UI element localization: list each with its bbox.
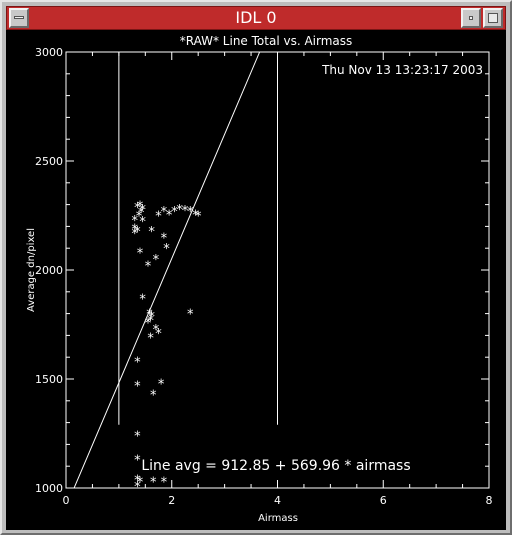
- data-point: *: [145, 316, 152, 331]
- y-tick-label: 1000: [35, 482, 63, 495]
- data-point: *: [137, 247, 144, 262]
- chart-title: *RAW* Line Total vs. Airmass: [180, 34, 353, 48]
- data-points: ****** **** ************ ******** ****** ****…: [131, 200, 202, 495]
- y-tick-labels: 1000 1500 2000 2500 3000: [35, 46, 63, 495]
- data-point: *: [134, 473, 141, 488]
- data-point: *: [166, 208, 173, 223]
- data-point: *: [192, 208, 199, 223]
- window-menu-button[interactable]: [9, 8, 29, 28]
- scatter-plot: *RAW* Line Total vs. Airmass Thu Nov 13 …: [26, 34, 493, 524]
- x-tick-label: 4: [274, 494, 281, 507]
- data-point: *: [155, 327, 162, 342]
- data-point: *: [137, 475, 144, 490]
- data-point: *: [171, 205, 178, 220]
- y-tick-label: 2000: [35, 264, 63, 277]
- vertical-markers: [118, 52, 278, 425]
- data-point: *: [131, 214, 138, 229]
- y-tick-label: 1500: [35, 373, 63, 386]
- data-point: *: [146, 308, 153, 323]
- data-point: *: [150, 388, 157, 403]
- data-point: *: [131, 227, 138, 242]
- title-bar[interactable]: IDL 0: [6, 6, 506, 30]
- data-point: *: [134, 356, 141, 371]
- x-tick-label: 6: [380, 494, 387, 507]
- data-point: *: [161, 475, 168, 490]
- timestamp-label: Thu Nov 13 13:23:17 2003: [321, 63, 483, 77]
- y-tick-label: 2500: [35, 155, 63, 168]
- data-point: *: [158, 377, 165, 392]
- data-point: *: [145, 260, 152, 275]
- data-point: *: [134, 430, 141, 445]
- minimize-icon: [469, 16, 473, 20]
- x-axis-label: Airmass: [258, 513, 298, 524]
- data-point: *: [161, 205, 168, 220]
- maximize-icon: [488, 13, 498, 23]
- data-point: *: [147, 332, 154, 347]
- fit-line: [73, 52, 261, 488]
- data-point: *: [131, 223, 138, 238]
- y-tick-label: 3000: [35, 46, 63, 59]
- data-point: *: [187, 308, 194, 323]
- data-point: *: [155, 210, 162, 225]
- fit-equation-label: Line avg = 912.85 + 569.96 * airmass: [141, 458, 410, 474]
- data-point: *: [139, 215, 146, 230]
- maximize-button[interactable]: [483, 8, 503, 28]
- data-point: *: [176, 203, 183, 218]
- data-point: *: [148, 225, 155, 240]
- data-point: *: [134, 480, 141, 495]
- data-point: *: [182, 204, 189, 219]
- x-tick-labels: 0 2 4 6 8: [63, 494, 493, 507]
- data-point: *: [134, 225, 141, 240]
- data-point: *: [134, 380, 141, 395]
- data-point: *: [150, 475, 157, 490]
- data-point: *: [161, 231, 168, 246]
- data-point: *: [147, 314, 154, 329]
- data-point: *: [187, 205, 194, 220]
- data-point: *: [137, 200, 144, 215]
- window-menu-icon: [14, 16, 24, 19]
- data-point: *: [139, 292, 146, 307]
- data-point: *: [136, 210, 143, 225]
- plot-area: ****** **** ************ ******** ****** ****…: [73, 52, 278, 495]
- data-point: *: [138, 206, 145, 221]
- data-point: *: [153, 253, 160, 268]
- data-point: *: [163, 242, 170, 257]
- plot-canvas: *RAW* Line Total vs. Airmass Thu Nov 13 …: [6, 30, 506, 530]
- window-title: IDL 0: [235, 8, 277, 27]
- data-point: *: [148, 310, 155, 325]
- x-tick-label: 2: [168, 494, 175, 507]
- minimize-button[interactable]: [461, 8, 481, 28]
- data-point: *: [134, 454, 141, 469]
- x-tick-label: 0: [63, 494, 70, 507]
- data-point: *: [195, 210, 202, 225]
- data-point: *: [139, 203, 146, 218]
- data-point: *: [134, 201, 141, 216]
- x-tick-label: 8: [486, 494, 493, 507]
- y-axis-label: Average dn/pixel: [26, 228, 37, 312]
- data-point: *: [153, 323, 160, 338]
